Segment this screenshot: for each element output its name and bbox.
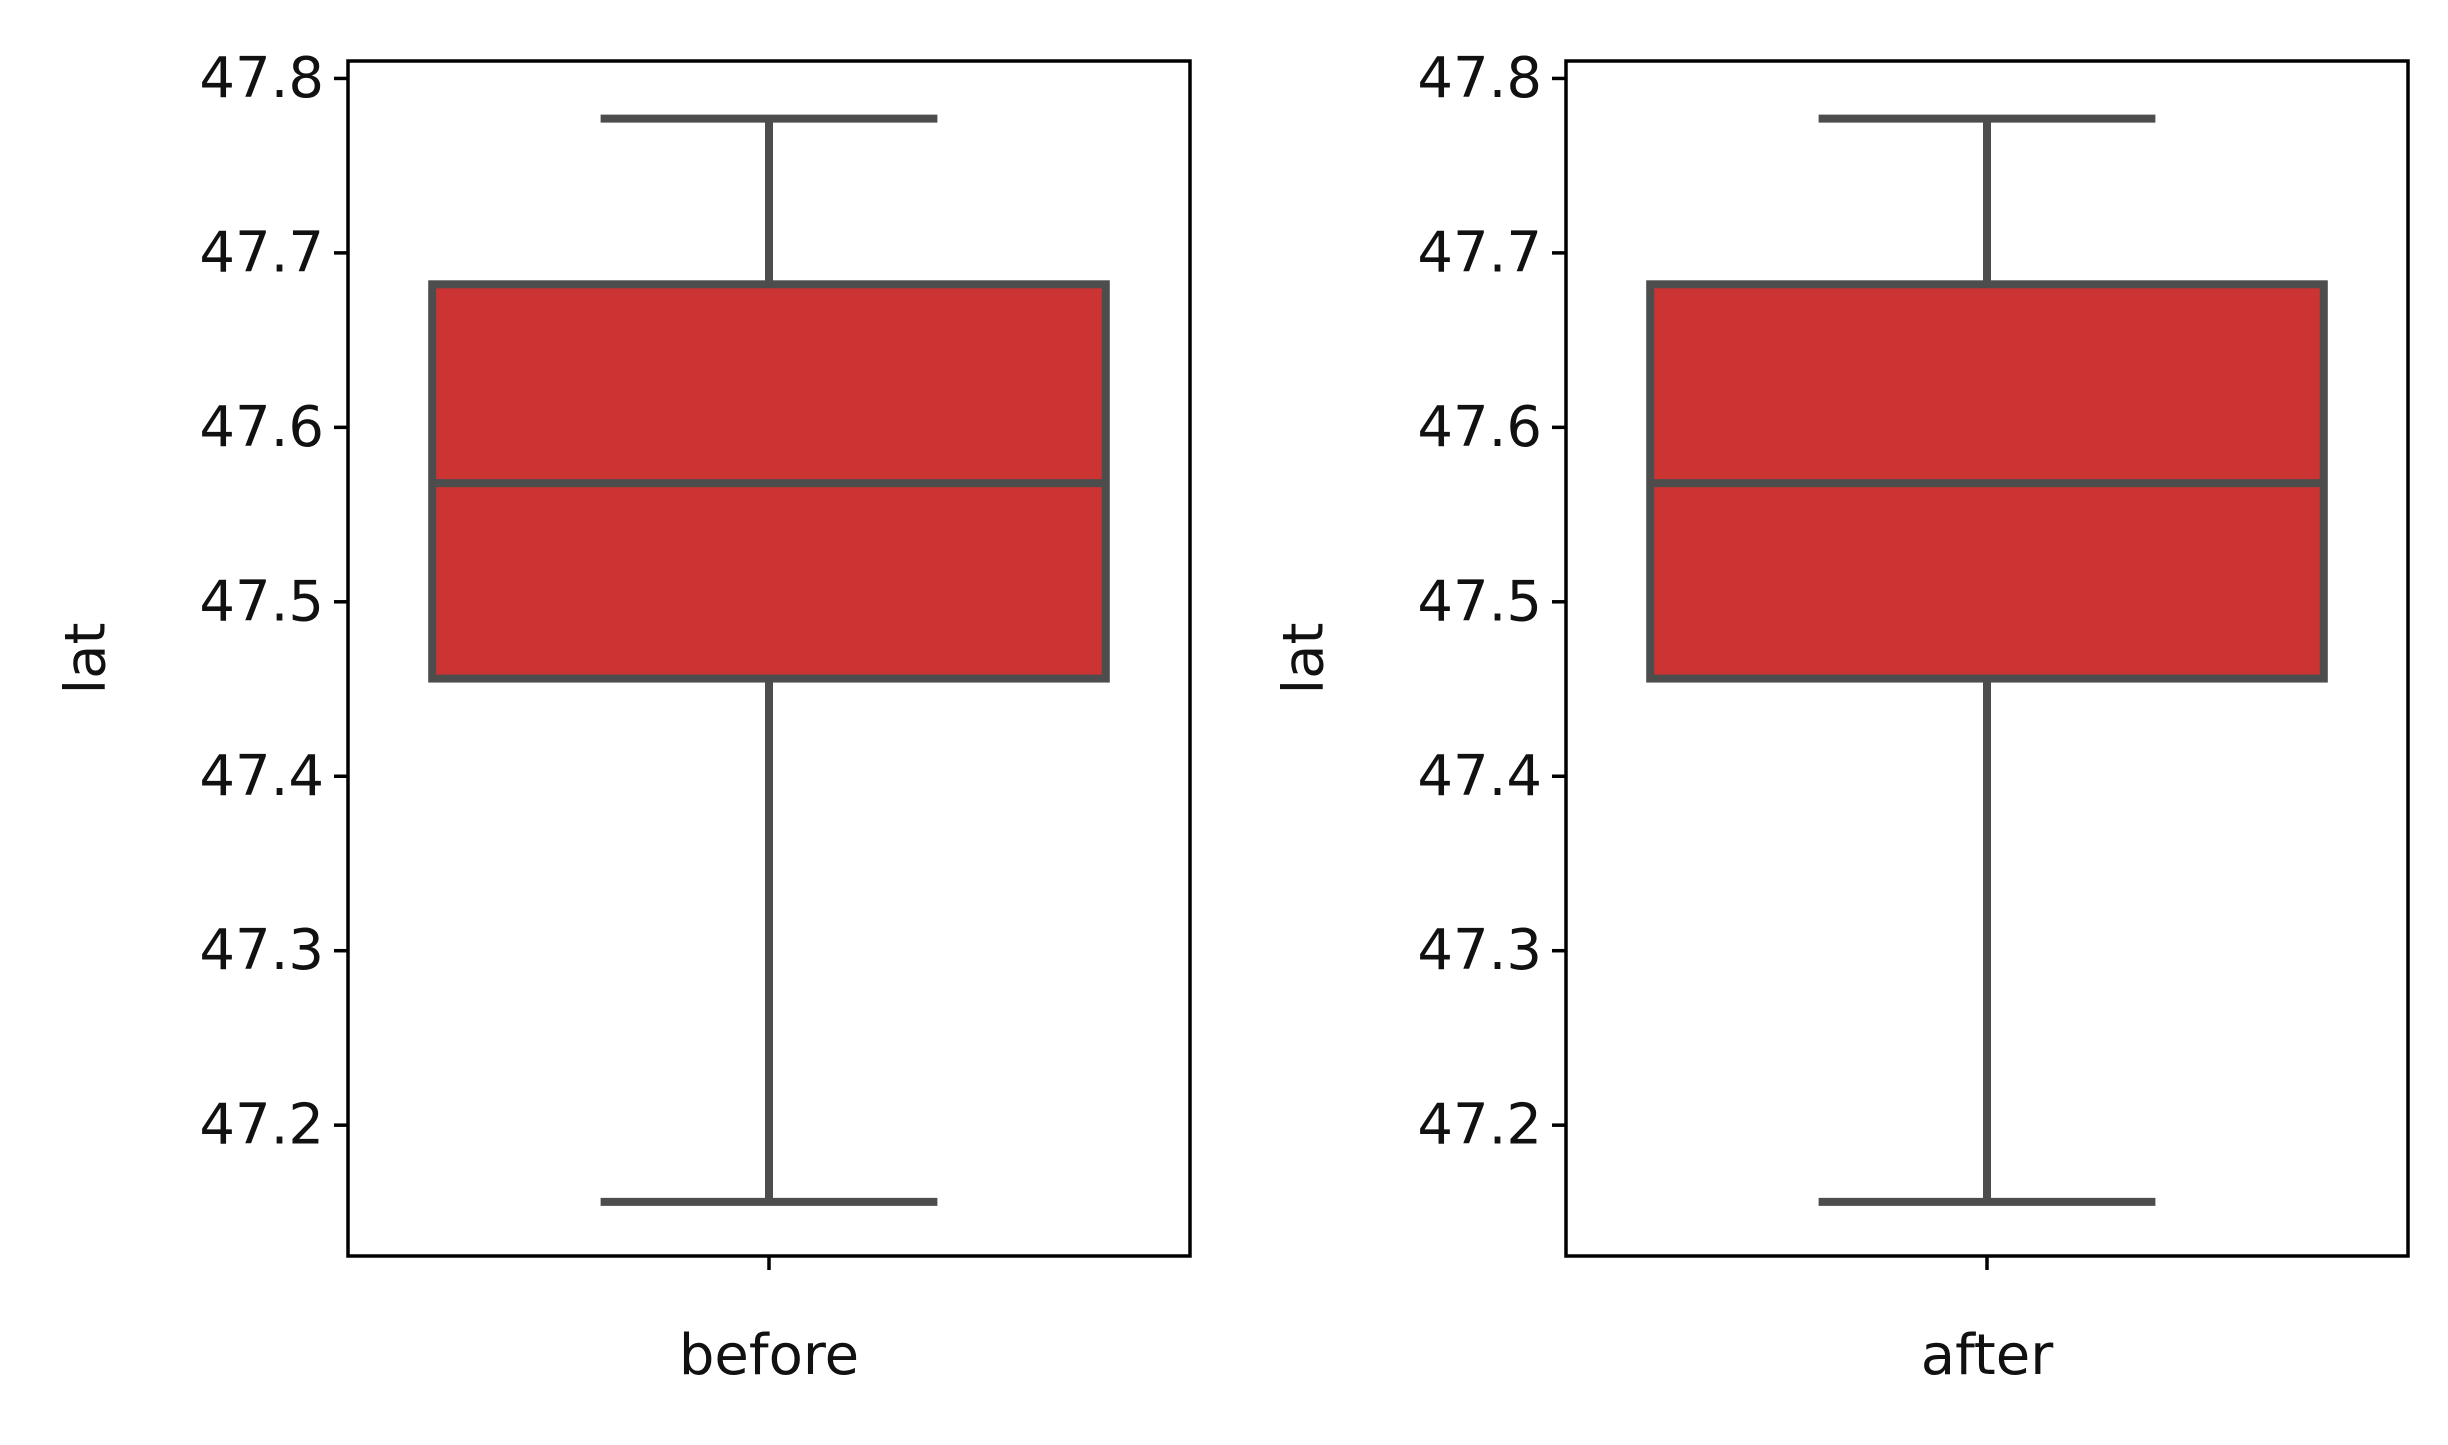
before-y-tick-label: 47.7 (199, 220, 324, 285)
before-y-tick-label: 47.8 (199, 46, 324, 111)
after-y-tick-label: 47.8 (1417, 46, 1542, 111)
after-y-tick-label: 47.4 (1417, 744, 1542, 809)
before-y-tick-label: 47.2 (199, 1093, 324, 1158)
after-y-tick-label: 47.2 (1417, 1093, 1542, 1158)
before-y-tick-label: 47.5 (199, 569, 324, 634)
after-y-tick-label: 47.5 (1417, 569, 1542, 634)
before-y-axis-label: lat (54, 623, 119, 695)
before-x-label: before (679, 1323, 859, 1388)
before-y-tick-label: 47.4 (199, 744, 324, 809)
before-y-tick-label: 47.3 (199, 918, 324, 983)
before-y-tick-label: 47.6 (199, 395, 324, 460)
after-y-axis-label: lat (1272, 623, 1337, 695)
after-panel: 47.2 47.3 47.4 47.5 47.6 47.7 47.8 after lat (1272, 46, 2410, 1388)
after-y-tick-label: 47.3 (1417, 918, 1542, 983)
before-panel: 47.2 47.3 47.4 47.5 47.6 47.7 47.8 before lat (54, 46, 1192, 1388)
after-x-label: after (1921, 1323, 2054, 1388)
after-y-tick-label: 47.7 (1417, 220, 1542, 285)
after-y-tick-label: 47.6 (1417, 395, 1542, 460)
